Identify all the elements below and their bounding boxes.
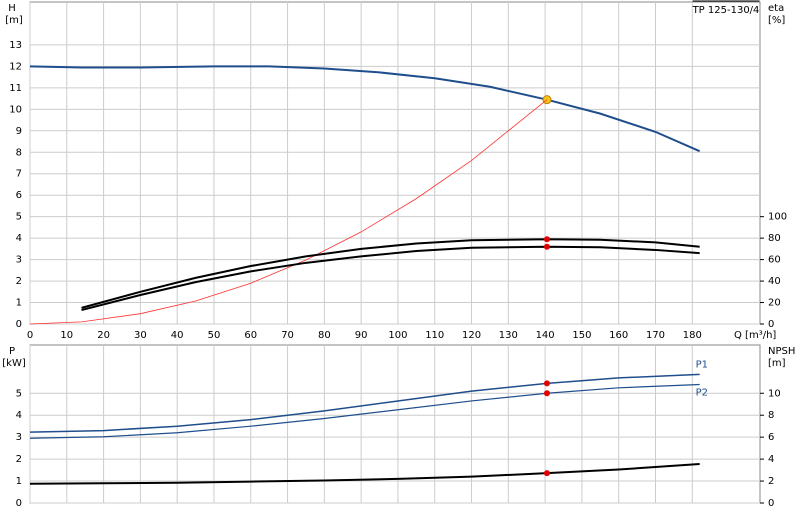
y-tick-label: 11 xyxy=(9,83,22,94)
series-line xyxy=(81,238,700,309)
x-tick-label: 100 xyxy=(388,330,407,341)
y-tick-label: 2 xyxy=(16,276,22,287)
y-tick-label: 6 xyxy=(16,190,22,201)
plot-area xyxy=(29,344,761,504)
duty-point xyxy=(543,236,550,243)
y-tick-label: 4 xyxy=(16,410,22,421)
x-tick-label: 110 xyxy=(425,330,444,341)
x-axis-label: Q [m³/h] xyxy=(734,330,776,341)
y2-tick-label: 2 xyxy=(768,476,774,487)
x-tick-label: 90 xyxy=(355,330,368,341)
y-tick-label: 8 xyxy=(16,147,22,158)
series-line xyxy=(29,463,700,485)
y-tick-label: 3 xyxy=(16,432,22,443)
y-tick-label: 1 xyxy=(16,298,22,309)
y-axis-label: P xyxy=(9,346,15,357)
series-line xyxy=(29,99,548,325)
y2-tick-label: 8 xyxy=(768,410,774,421)
y2-tick-label: 4 xyxy=(768,454,774,465)
x-tick-label: 60 xyxy=(244,330,257,341)
x-tick-label: 0 xyxy=(27,330,33,341)
chart-title: TP 125-130/4 xyxy=(692,5,760,16)
y-axis-unit: [kW] xyxy=(2,358,26,369)
x-tick-label: 120 xyxy=(462,330,481,341)
series-line xyxy=(29,373,700,433)
x-tick-label: 80 xyxy=(318,330,331,341)
x-tick-label: 70 xyxy=(281,330,294,341)
y2-tick-label: 0 xyxy=(768,498,774,509)
duty-point xyxy=(543,390,550,397)
x-tick-label: 20 xyxy=(97,330,110,341)
y-tick-label: 0 xyxy=(16,319,22,330)
y2-tick-label: 6 xyxy=(768,432,774,443)
y-axis-label: H xyxy=(8,3,16,14)
series-line xyxy=(81,245,700,312)
y-tick-label: 13 xyxy=(9,40,22,51)
series-line xyxy=(29,65,701,153)
y-tick-label: 5 xyxy=(16,388,22,399)
y-tick-label: 2 xyxy=(16,454,22,465)
duty-point xyxy=(543,470,550,477)
y-tick-label: 3 xyxy=(16,255,22,266)
y-tick-label: 5 xyxy=(16,212,22,223)
x-tick-label: 10 xyxy=(60,330,73,341)
y2-axis-label: eta xyxy=(768,3,784,14)
y2-axis-label: NPSH xyxy=(768,346,795,357)
y-tick-label: 1 xyxy=(16,476,22,487)
y-tick-label: 9 xyxy=(16,126,22,137)
x-tick-label: 40 xyxy=(171,330,184,341)
x-tick-label: 160 xyxy=(609,330,628,341)
x-tick-label: 130 xyxy=(499,330,518,341)
duty-point xyxy=(543,380,550,387)
y-tick-label: 12 xyxy=(9,61,22,72)
y2-tick-label: 40 xyxy=(768,276,781,287)
y-tick-label: 7 xyxy=(16,169,22,180)
y2-tick-label: 100 xyxy=(768,212,787,223)
x-tick-label: 140 xyxy=(536,330,555,341)
series-label: P1 xyxy=(696,359,708,370)
y2-tick-label: 10 xyxy=(768,388,781,399)
plot-area xyxy=(29,1,761,325)
y2-tick-label: 0 xyxy=(768,319,774,330)
x-tick-label: 170 xyxy=(646,330,665,341)
y-axis-unit: [m] xyxy=(5,15,23,26)
duty-point xyxy=(543,243,550,250)
x-tick-label: 180 xyxy=(683,330,702,341)
y-tick-label: 4 xyxy=(16,233,22,244)
y2-tick-label: 80 xyxy=(768,233,781,244)
y-tick-label: 10 xyxy=(9,104,22,115)
y2-axis-unit: [%] xyxy=(768,15,785,26)
series-label: P2 xyxy=(696,388,708,399)
x-tick-label: 50 xyxy=(208,330,221,341)
x-tick-label: 30 xyxy=(134,330,147,341)
y2-tick-label: 60 xyxy=(768,255,781,266)
x-tick-label: 150 xyxy=(572,330,591,341)
series-line xyxy=(29,383,700,439)
y2-axis-unit: [m] xyxy=(768,358,786,369)
y2-tick-label: 20 xyxy=(768,298,781,309)
y-tick-label: 0 xyxy=(16,498,22,509)
